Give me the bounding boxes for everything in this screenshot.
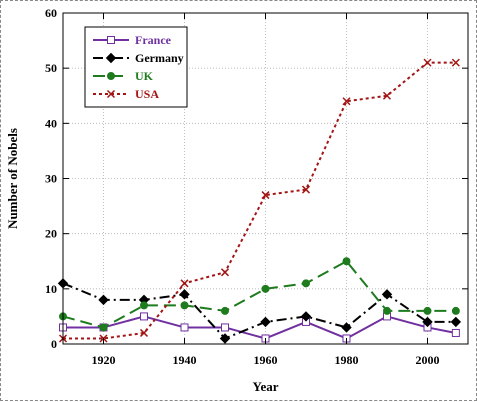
data-point-uk	[261, 284, 270, 293]
y-tick-label: 40	[45, 116, 57, 130]
y-tick-label: 0	[51, 337, 57, 351]
data-point-uk	[302, 279, 310, 288]
x-marker-stroke	[180, 279, 189, 288]
data-point-usa	[423, 58, 432, 67]
y-tick-label: 10	[45, 282, 57, 296]
legend-label-germany: Germany	[135, 51, 184, 65]
legend-marker-germany	[105, 52, 117, 64]
legend-label-uk: UK	[135, 69, 154, 83]
data-point-uk	[451, 306, 460, 315]
x-tick-labels: 1920 1940 1960 1980 2000	[92, 353, 440, 367]
data-point-usa	[220, 268, 230, 277]
data-point-germany	[219, 333, 231, 344]
x-tick-label: 1940	[173, 353, 197, 367]
data-point-usa	[382, 91, 392, 100]
data-point-usa	[451, 58, 460, 67]
legend-label-france: France	[135, 33, 172, 47]
data-point-usa	[301, 185, 311, 194]
data-point-germany	[381, 289, 393, 300]
x-axis-title: Year	[253, 379, 279, 394]
data-point-uk	[99, 323, 108, 332]
data-point-france	[180, 323, 189, 332]
data-point-usa	[342, 97, 351, 106]
x-marker-stroke	[261, 191, 270, 200]
gridlines	[63, 13, 468, 344]
data-point-uk	[423, 306, 432, 315]
data-point-germany	[300, 311, 312, 322]
data-point-germany	[422, 316, 433, 328]
data-point-uk	[140, 301, 148, 310]
series-line-usa	[63, 61, 456, 340]
legend-marker-uk	[107, 72, 115, 80]
data-point-uk	[221, 306, 229, 315]
x-marker-stroke	[451, 58, 460, 67]
x-tick-label: 2000	[416, 353, 440, 367]
legend: France Germany UK USA	[84, 26, 188, 108]
legend-label-usa: USA	[135, 87, 159, 101]
series-germany	[57, 278, 462, 344]
data-point-usa	[139, 328, 149, 337]
series-uk	[59, 257, 460, 332]
data-point-germany	[341, 322, 352, 333]
x-tick-label: 1960	[254, 353, 278, 367]
data-point-france	[221, 323, 229, 332]
x-marker-stroke	[220, 268, 230, 277]
x-marker-stroke	[423, 58, 432, 67]
x-marker-stroke	[301, 185, 311, 194]
data-point-uk	[342, 257, 351, 266]
data-point-usa	[261, 191, 270, 200]
data-point-uk	[383, 306, 391, 315]
data-point-germany	[450, 316, 462, 328]
y-tick-label: 20	[45, 227, 57, 241]
y-tick-label: 30	[45, 172, 57, 186]
series-line-uk	[62, 260, 456, 329]
data-point-germany	[260, 316, 271, 328]
data-point-uk	[180, 301, 189, 310]
x-tick-label: 1920	[92, 353, 116, 367]
legend-marker-france	[107, 36, 115, 44]
x-marker-stroke	[342, 97, 351, 106]
y-tick-label: 50	[45, 61, 57, 75]
data-point-france	[140, 312, 148, 321]
tick-marks	[63, 12, 468, 345]
data-point-france	[451, 328, 460, 337]
legend-marker-usa	[106, 89, 116, 99]
data-point-germany	[179, 289, 190, 300]
x-marker-stroke	[382, 91, 392, 100]
data-point-usa	[180, 279, 189, 288]
data-point-germany	[98, 294, 109, 306]
x-marker-stroke	[106, 89, 116, 99]
y-tick-labels: 0 10 20 30 40 50 60	[45, 6, 57, 351]
x-tick-label: 1980	[335, 353, 359, 367]
y-axis-title: Number of Nobels	[5, 128, 20, 229]
x-marker-stroke	[139, 328, 149, 337]
y-tick-label: 60	[45, 6, 57, 20]
